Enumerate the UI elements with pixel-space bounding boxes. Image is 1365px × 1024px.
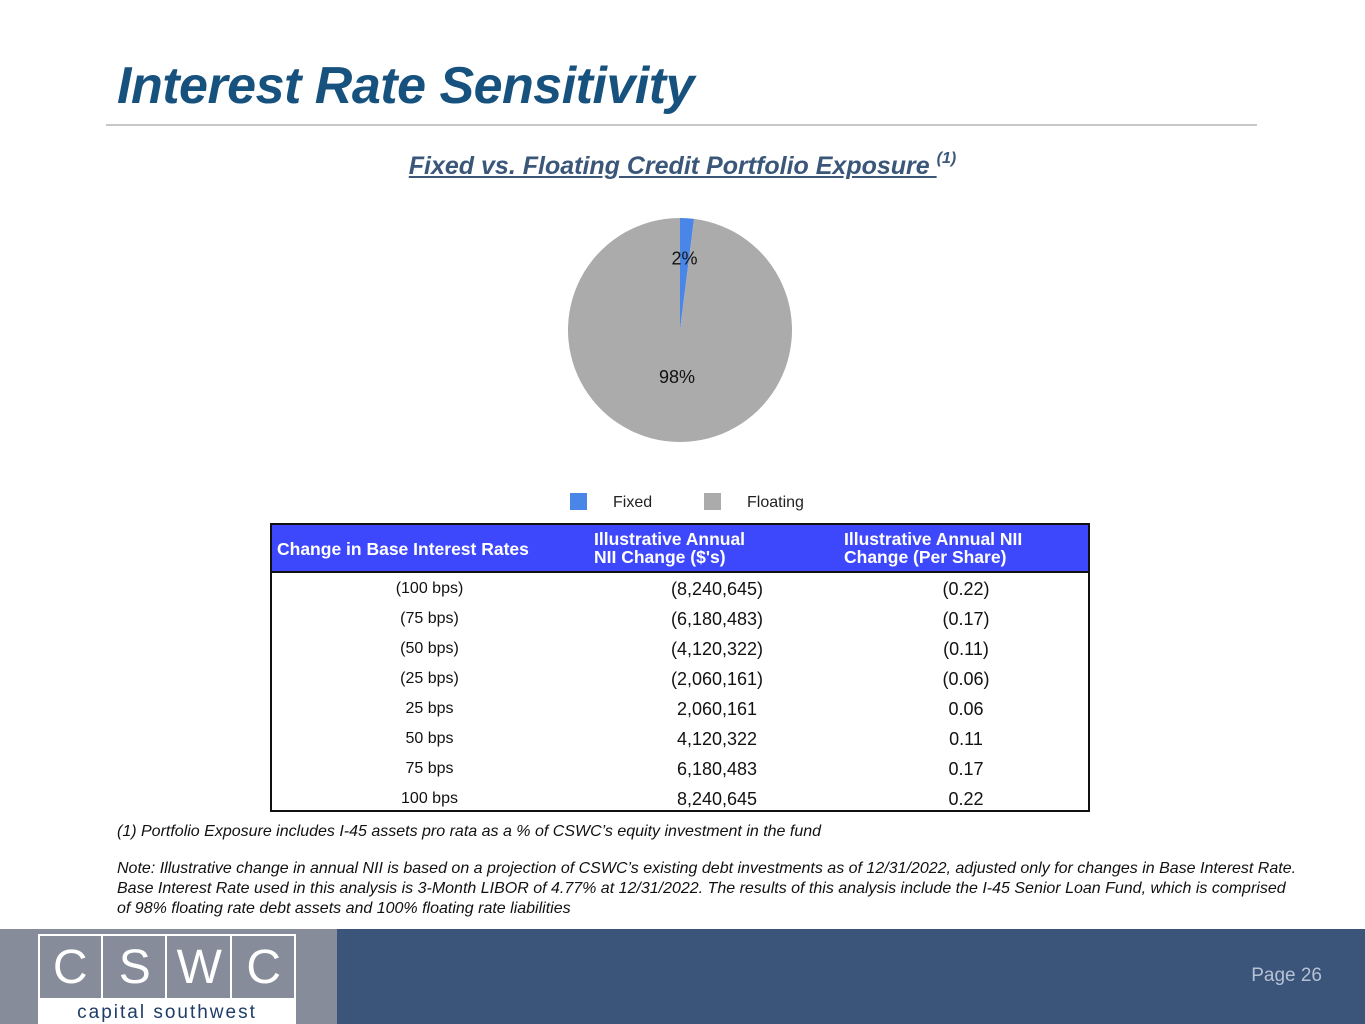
table-row: (100 bps) (8,240,645) (0.22) [272,574,1088,604]
chart-legend: Fixed Floating [0,493,1365,513]
cell-nii-change: (8,240,645) [670,579,764,599]
pie-chart: 2% 98% [568,218,792,442]
chart-title-text: Fixed vs. Floating Credit Portfolio Expo… [408,152,937,180]
cell-rate-change: 75 bps [405,760,454,777]
cell-rate-change: (100 bps) [395,580,464,597]
table-row: 75 bps 6,180,483 0.17 [272,754,1088,784]
cell-rate-change: (50 bps) [400,640,459,657]
cell-per-share: 0.06 [948,699,984,719]
header-nii-per-share-line2: Change (Per Share) [844,547,1007,567]
cell-nii-change: 8,240,645 [676,789,758,809]
cell-rate-change: (75 bps) [400,610,459,627]
header-nii-per-share-line1: Illustrative Annual NII [844,529,1023,549]
footer-bar: C S W C capital southwest Page 26 [0,929,1365,1024]
table-row: 50 bps 4,120,322 0.11 [272,724,1088,754]
legend-swatch-fixed [570,493,587,510]
cell-per-share: 0.17 [948,759,984,779]
cell-per-share: 0.11 [949,729,983,749]
header-nii-per-share: Illustrative Annual NII Change (Per Shar… [844,530,1022,566]
page-title: Interest Rate Sensitivity [117,57,695,115]
header-annual-nii: Illustrative Annual NII Change ($'s) [594,530,745,566]
analysis-note: Note: Illustrative change in annual NII … [117,860,1297,917]
table-row: (75 bps) (6,180,483) (0.17) [272,604,1088,634]
cell-per-share: 0.22 [948,789,984,809]
cell-rate-change: 50 bps [405,730,454,747]
cell-nii-change: (6,180,483) [670,609,764,629]
cell-rate-change: 25 bps [405,700,454,717]
chart-title-footnote-marker: (1) [936,150,957,167]
cell-per-share: (0.17) [942,609,990,629]
cell-per-share: (0.06) [942,669,990,689]
title-divider [106,124,1257,126]
pie-label-fixed: 2% [671,248,697,268]
pie-slice-floating [568,218,792,442]
sensitivity-table: Change in Base Interest Rates Illustrati… [270,523,1090,812]
table-row: 100 bps 8,240,645 0.22 [272,784,1088,814]
logo-letters: C S W C [38,934,296,998]
cell-nii-change: 4,120,322 [676,729,758,749]
logo-letter: C [40,936,103,998]
header-change-in-rates: Change in Base Interest Rates [277,539,529,559]
table-row: 25 bps 2,060,161 0.06 [272,694,1088,724]
cell-rate-change: (25 bps) [400,670,459,687]
table-row: (25 bps) (2,060,161) (0.06) [272,664,1088,694]
legend-label-floating: Floating [747,494,804,511]
cell-rate-change: 100 bps [401,790,458,807]
cell-nii-change: (4,120,322) [670,639,764,659]
cell-per-share: (0.11) [943,639,989,659]
header-annual-nii-line2: NII Change ($'s) [594,547,726,567]
table-header: Change in Base Interest Rates Illustrati… [272,525,1088,573]
chart-title: Fixed vs. Floating Credit Portfolio Expo… [0,150,1365,181]
logo-letter: C [246,940,282,994]
cell-nii-change: 6,180,483 [676,759,758,779]
pie-slice-fixed [680,218,695,330]
cell-nii-change: (2,060,161) [670,669,764,689]
cell-nii-change: 2,060,161 [676,699,758,719]
company-logo: C S W C capital southwest [38,934,296,1024]
legend-swatch-floating [704,493,721,510]
logo-letter: S [105,936,167,998]
legend-label-fixed: Fixed [613,494,653,511]
logo-wordmark: capital southwest [77,1002,257,1023]
pie-label-floating: 98% [659,367,695,387]
page-number: Page 26 [1251,965,1322,986]
table-row: (50 bps) (4,120,322) (0.11) [272,634,1088,664]
footnote: (1) Portfolio Exposure includes I-45 ass… [117,823,822,840]
footer-logo-panel: C S W C capital southwest [0,929,337,1024]
logo-letter: W [169,936,232,998]
cell-per-share: (0.22) [942,579,990,599]
header-annual-nii-line1: Illustrative Annual [594,529,746,549]
